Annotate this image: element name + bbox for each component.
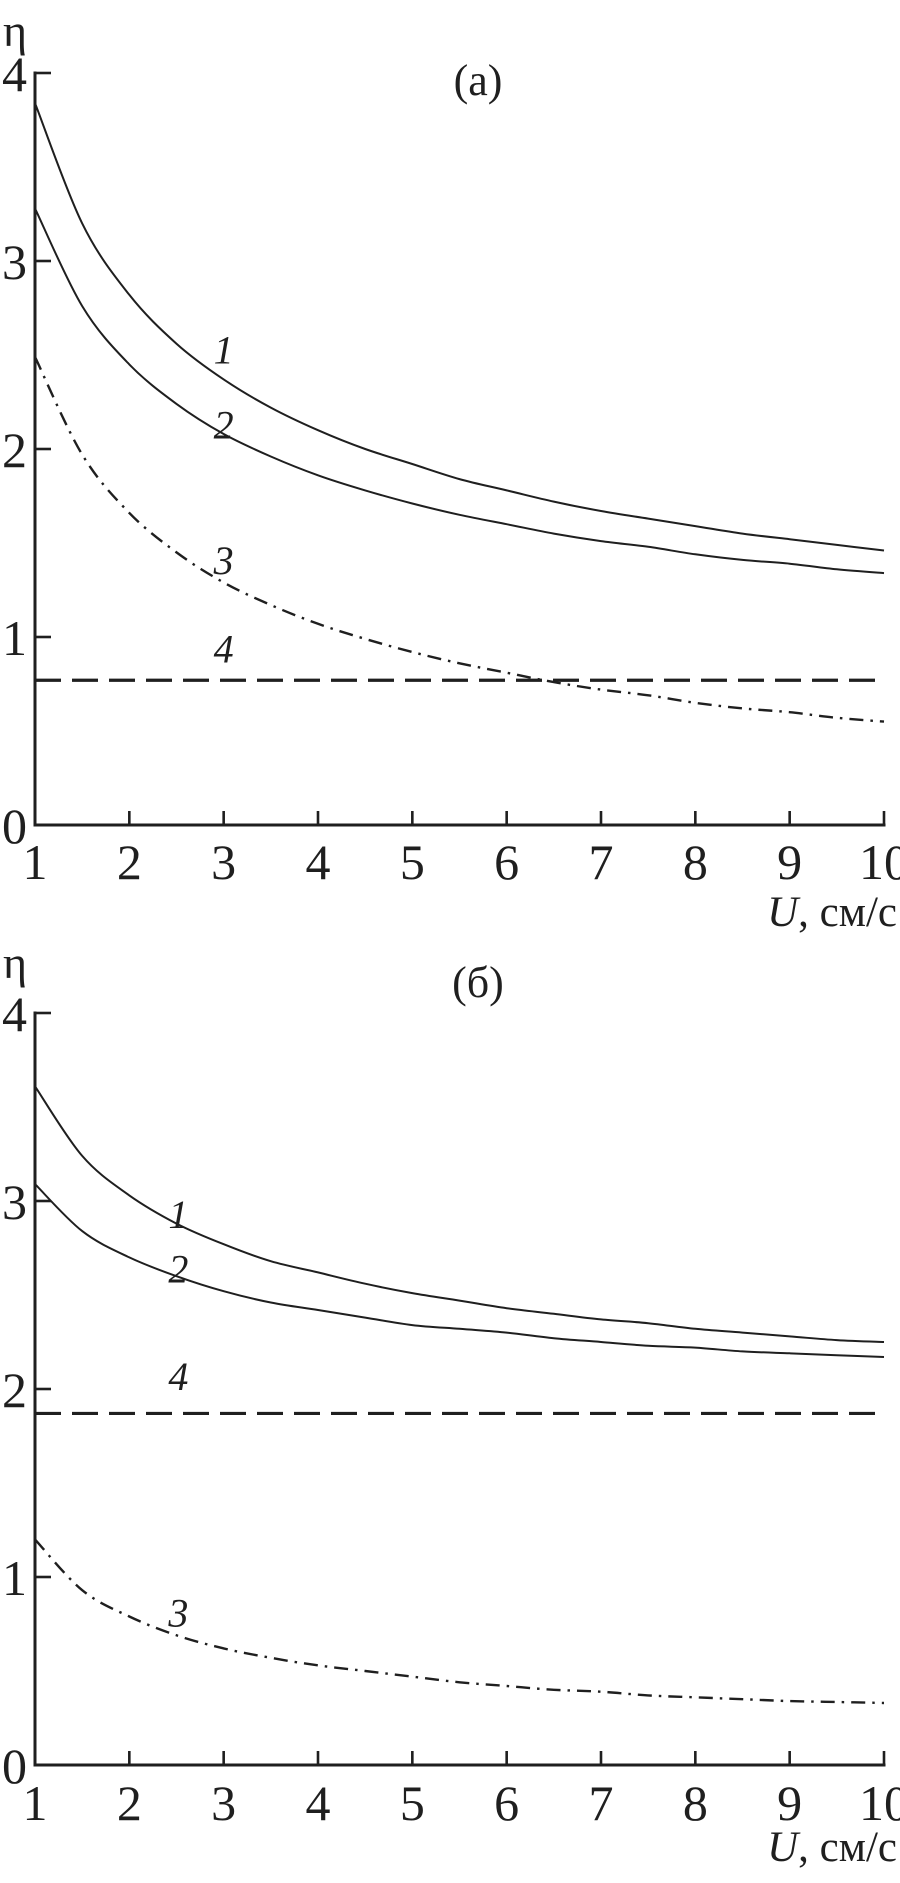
panel-b-x-tick-label-6: 6 — [494, 1775, 519, 1831]
panel-b-x-tick-label-10: 10 — [859, 1775, 900, 1831]
panel-b-y-axis-label: η — [3, 937, 27, 988]
panel-a-x-tick-label-10: 10 — [859, 834, 900, 890]
panel-a-x-tick-label-9: 9 — [777, 834, 802, 890]
panel-a-curve-2 — [34, 207, 885, 575]
panel-b-curve-label-1: 1 — [168, 1192, 188, 1237]
panel-a-curve-label-4: 4 — [214, 626, 234, 671]
panel-a-y-tick-label-3: 3 — [2, 234, 27, 290]
panel-b-curve-3 — [34, 1538, 885, 1705]
panel-a-y-tick-label-2: 2 — [2, 422, 27, 478]
panel-b-title: (б) — [452, 958, 504, 1007]
panel-a-x-tick-label-2: 2 — [117, 834, 142, 890]
panel-b-y-tick-label-4: 4 — [2, 986, 27, 1042]
panel-a-y-tick-label-0: 0 — [2, 798, 27, 854]
panel-b-curve-label-4: 4 — [168, 1354, 188, 1399]
panel-b-x-tick-label-5: 5 — [400, 1775, 425, 1831]
panel-b-axes — [33, 1011, 886, 1767]
panel-a-x-axis-label-symbol: U — [767, 889, 801, 936]
panel-b-x-tick-label-8: 8 — [683, 1775, 708, 1831]
panel-a-axes — [33, 71, 886, 827]
panel-b-curve-1 — [34, 1085, 885, 1343]
panel-a-curve-label-1: 1 — [214, 327, 234, 372]
panel-a-x-tick-label-8: 8 — [683, 834, 708, 890]
panel-b-curve-label-2: 2 — [168, 1247, 188, 1292]
panel-b-x-axis-label-units: , см/с — [798, 1824, 897, 1871]
panel-b-curve-label-3: 3 — [167, 1591, 188, 1636]
panel-b-x-axis-label: U, см/с — [767, 1824, 897, 1871]
panel-a-y-tick-label-4: 4 — [2, 46, 27, 102]
panel-a-x-tick-label-6: 6 — [494, 834, 519, 890]
panel-a-x-tick-label-5: 5 — [400, 834, 425, 890]
panel-a-y-tick-label-1: 1 — [2, 610, 27, 666]
panel-b-x-tick-label-1: 1 — [23, 1775, 48, 1831]
panel-a-x-tick-label-1: 1 — [23, 834, 48, 890]
panel-b-x-axis-label-symbol: U — [767, 1824, 801, 1871]
panel-b-y-tick-label-0: 0 — [2, 1738, 27, 1794]
panel-a-x-axis-label-units: , см/с — [798, 889, 897, 936]
panel-a-x-tick-label-4: 4 — [306, 834, 331, 890]
panel-a-curve-label-2: 2 — [214, 403, 234, 448]
panel-a-y-axis-label: η — [3, 5, 27, 56]
panel-b-x-tick-label-7: 7 — [589, 1775, 614, 1831]
panel-a-curve-3 — [33, 356, 885, 723]
panel-a-curve-label-3: 3 — [213, 538, 234, 583]
panel-a-x-tick-label-7: 7 — [589, 834, 614, 890]
panel-a-x-tick-label-3: 3 — [211, 834, 236, 890]
panel-b-x-tick-label-2: 2 — [117, 1775, 142, 1831]
panel-b-y-tick-label-1: 1 — [2, 1550, 27, 1606]
panel-b-y-tick-label-3: 3 — [2, 1174, 27, 1230]
panel-b-x-tick-label-9: 9 — [777, 1775, 802, 1831]
panel-a-title: (а) — [454, 56, 503, 105]
panel-a-x-axis-label: U, см/с — [767, 889, 897, 936]
panel-b-x-tick-label-3: 3 — [211, 1775, 236, 1831]
panel-b-x-tick-label-4: 4 — [306, 1775, 331, 1831]
panel-b-y-tick-label-2: 2 — [2, 1362, 27, 1418]
panel-b-curve-2 — [34, 1183, 885, 1358]
panel-a-curve-1 — [34, 102, 885, 552]
